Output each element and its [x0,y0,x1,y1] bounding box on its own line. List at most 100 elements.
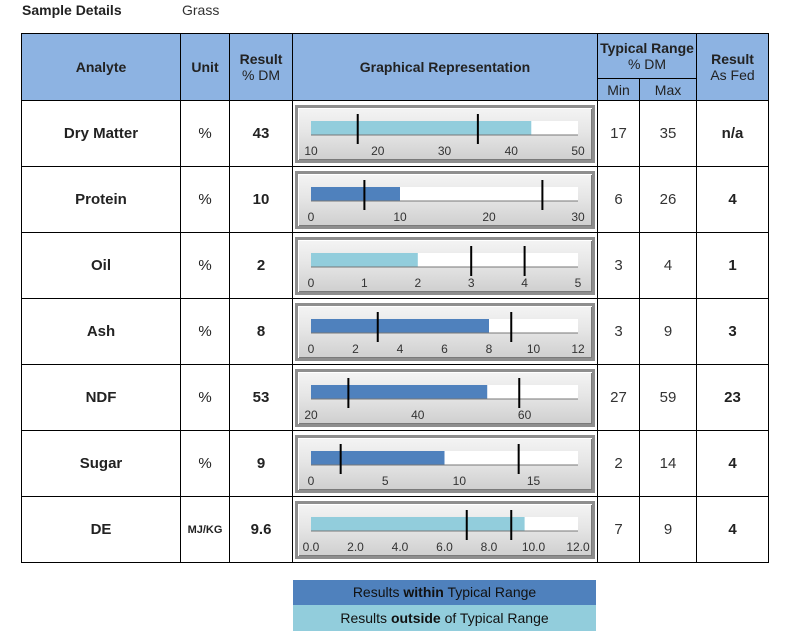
header-typical-line1: Typical Range [600,40,694,56]
tick-label: 40 [505,144,519,158]
value-bar [311,252,418,267]
header-asfed-line1: Result [711,51,754,67]
tick-label: 0 [308,474,315,488]
tick-label: 1 [361,276,368,290]
result-dm: 10 [229,166,293,233]
range-max: 9 [638,298,698,365]
range-gauge: 0 5 10 15 [295,434,595,493]
range-gauge: 10 20 30 40 50 [295,104,595,163]
header-typical-range: Typical Range % DM [596,33,698,79]
analyte-name: Dry Matter [21,100,181,167]
tick-label: 8 [486,342,493,356]
analyte-row-ndf: NDF% 53 20 40 60 27 59 23 [21,364,770,431]
range-gauge: 0 10 20 30 [295,170,595,229]
range-min: 3 [597,232,640,299]
tick-label: 10.0 [522,540,546,554]
value-bar [311,516,525,531]
result-dm: 9.6 [229,496,293,563]
result-as-fed: 1 [696,232,770,299]
range-max: 9 [638,496,698,563]
tick-label: 4 [397,342,404,356]
graph-cell: 0 5 10 15 [292,430,598,497]
range-max: 35 [638,100,698,167]
value-bar [311,120,532,135]
header-min: Min [597,78,640,101]
result-dm: 9 [229,430,293,497]
tick-label: 20 [482,210,496,224]
range-gauge: 0 2 4 6 8 10 12 [295,302,595,361]
range-max: 4 [638,232,698,299]
graph-cell: 0 2 4 6 8 10 12 [292,298,598,365]
analyte-row-dry-matter: Dry Matter% 43 10 20 30 40 50 17 35 n/a [21,100,770,167]
tick-label: 10 [304,144,318,158]
gauge-svg: 0 5 10 15 [308,443,578,488]
tick-label: 2.0 [347,540,364,554]
tick-label: 6 [441,342,448,356]
analyte-row-sugar: Sugar% 9 0 5 10 15 2 14 4 [21,430,770,497]
gauge-svg: 0 2 4 6 8 10 12 [308,311,585,356]
tick-label: 0.0 [303,540,320,554]
graph-cell: 0 1 2 3 4 5 [292,232,598,299]
unit: % [180,232,230,299]
analyte-name: Sugar [21,430,181,497]
value-bar [311,186,400,201]
tick-label: 20 [304,408,318,422]
sample-details-label: Sample Details [22,2,122,18]
tick-label: 40 [411,408,425,422]
range-min: 3 [597,298,640,365]
tick-label: 30 [438,144,452,158]
tick-label: 4 [521,276,528,290]
tick-label: 12 [571,342,585,356]
result-dm: 2 [229,232,293,299]
result-dm: 53 [229,364,293,431]
range-gauge: 0.0 2.0 4.0 6.0 8.0 10.0 12.0 [295,500,595,559]
analyte-row-de: DE MJ/KG 9.6 0.0 2.0 4.0 6.0 8.0 10.0 12.0 7 9 4 [21,496,770,563]
analyte-name: DE [21,496,181,563]
range-gauge: 20 40 60 [295,368,595,427]
analyte-name: Ash [21,298,181,365]
tick-label: 5 [382,474,389,488]
result-as-fed: n/a [696,100,770,167]
sample-details: Sample Details Grass [22,0,219,20]
range-max: 26 [638,166,698,233]
tick-label: 60 [518,408,532,422]
tick-label: 3 [468,276,475,290]
unit: % [180,430,230,497]
unit: MJ/KG [180,496,230,563]
tick-label: 6.0 [436,540,453,554]
result-as-fed: 4 [696,166,770,233]
tick-label: 10 [453,474,467,488]
range-min: 6 [597,166,640,233]
tick-label: 8.0 [481,540,498,554]
range-gauge: 0 1 2 3 4 5 [295,236,595,295]
range-min: 27 [597,364,640,431]
result-as-fed: 3 [696,298,770,365]
gauge-svg: 0 10 20 30 [308,179,585,224]
header-as-fed: Result As Fed [696,33,770,101]
gauge-svg: 10 20 30 40 50 [304,113,585,158]
sample-details-value: Grass [182,2,220,18]
analyte-row-ash: Ash% 8 0 2 4 6 8 10 12 3 9 3 [21,298,770,365]
tick-label: 12.0 [566,540,590,554]
tick-label: 2 [352,342,359,356]
header-result-line1: Result [239,51,283,67]
unit: % [180,298,230,365]
tick-label: 15 [527,474,541,488]
analyte-row-protein: Protein% 10 0 10 20 30 6 26 4 [21,166,770,233]
tick-label: 2 [414,276,421,290]
legend-within: Results within Typical Range [293,580,596,605]
gauge-svg: 0.0 2.0 4.0 6.0 8.0 10.0 12.0 [303,509,590,554]
analyte-row-oil: Oil% 2 0 1 2 3 4 5 3 4 1 [21,232,770,299]
tick-label: 20 [371,144,385,158]
analyte-name: NDF [21,364,181,431]
header-unit: Unit [180,33,230,101]
result-as-fed: 4 [696,430,770,497]
tick-label: 0 [308,276,315,290]
result-dm: 43 [229,100,293,167]
analyte-name: Protein [21,166,181,233]
graph-cell: 20 40 60 [292,364,598,431]
range-max: 14 [638,430,698,497]
tick-label: 4.0 [392,540,409,554]
gauge-svg: 20 40 60 [304,377,578,422]
tick-label: 30 [571,210,585,224]
